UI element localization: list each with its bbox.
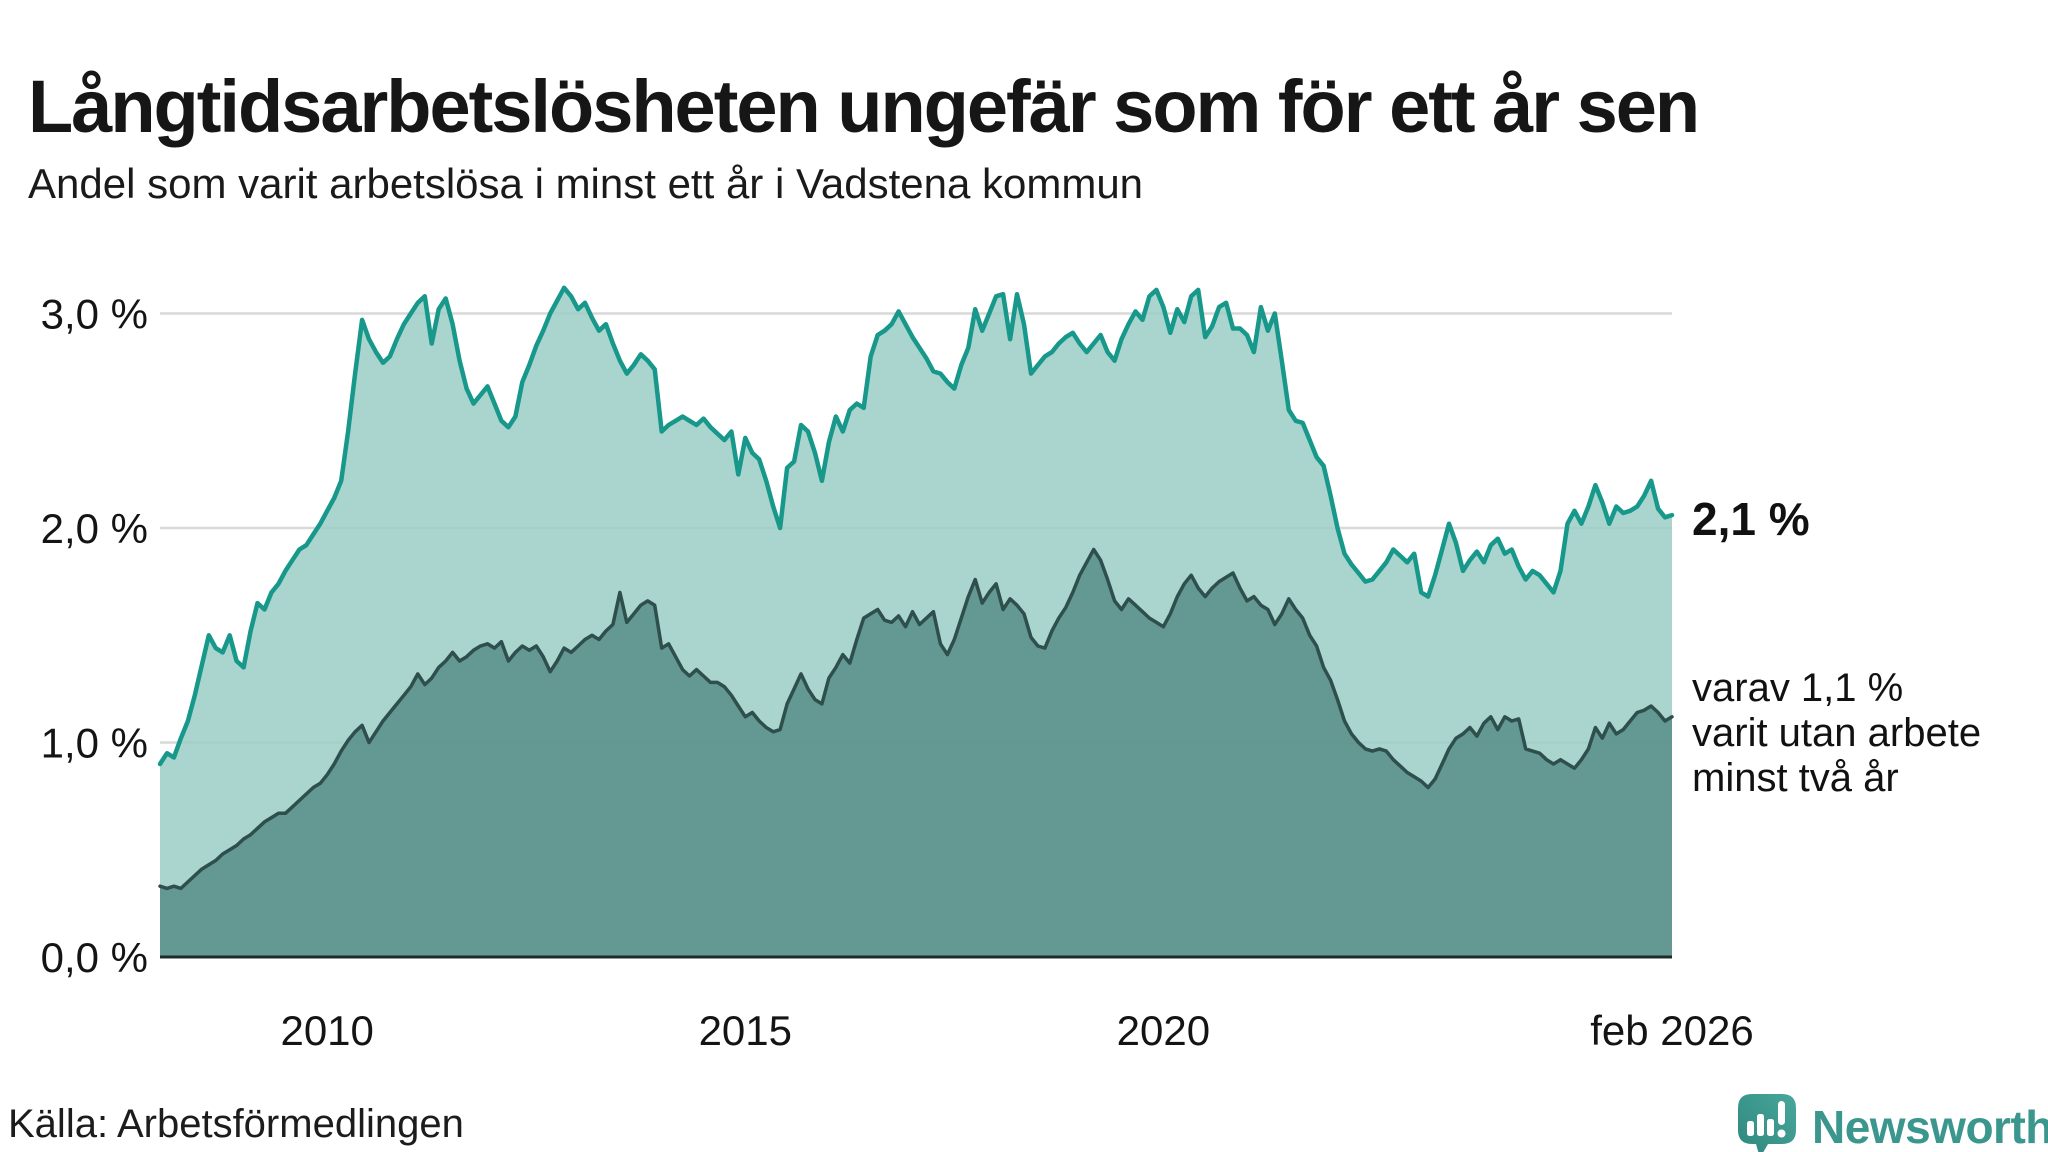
svg-text:2020: 2020	[1117, 1007, 1210, 1054]
svg-text:3,0 %: 3,0 %	[41, 291, 148, 338]
svg-text:feb 2026: feb 2026	[1590, 1007, 1754, 1054]
svg-text:2015: 2015	[699, 1007, 792, 1054]
secondary-annotation-line1: varav 1,1 %	[1692, 666, 1904, 710]
svg-text:2010: 2010	[280, 1007, 373, 1054]
newsworthy-logo: Newsworthy	[1738, 1094, 2048, 1152]
secondary-annotation: varav 1,1 % varit utan arbete minst två …	[1692, 666, 1981, 800]
page-title: Långtidsarbetslösheten ungefär som för e…	[28, 64, 1700, 148]
latest-value-label: 2,1 %	[1692, 493, 1810, 545]
svg-text:1,0 %: 1,0 %	[41, 720, 148, 767]
svg-text:0,0 %: 0,0 %	[41, 934, 148, 981]
source-caption: Källa: Arbetsförmedlingen	[8, 1102, 464, 1146]
secondary-annotation-line3: minst två år	[1692, 755, 1899, 800]
subtitle: Andel som varit arbetslösa i minst ett å…	[28, 160, 1144, 207]
newsworthy-logo-icon	[1738, 1094, 1796, 1152]
newsworthy-logo-text: Newsworthy	[1812, 1101, 2048, 1152]
secondary-annotation-line2: varit utan arbete	[1692, 710, 1982, 755]
svg-text:2,0 %: 2,0 %	[41, 505, 148, 552]
